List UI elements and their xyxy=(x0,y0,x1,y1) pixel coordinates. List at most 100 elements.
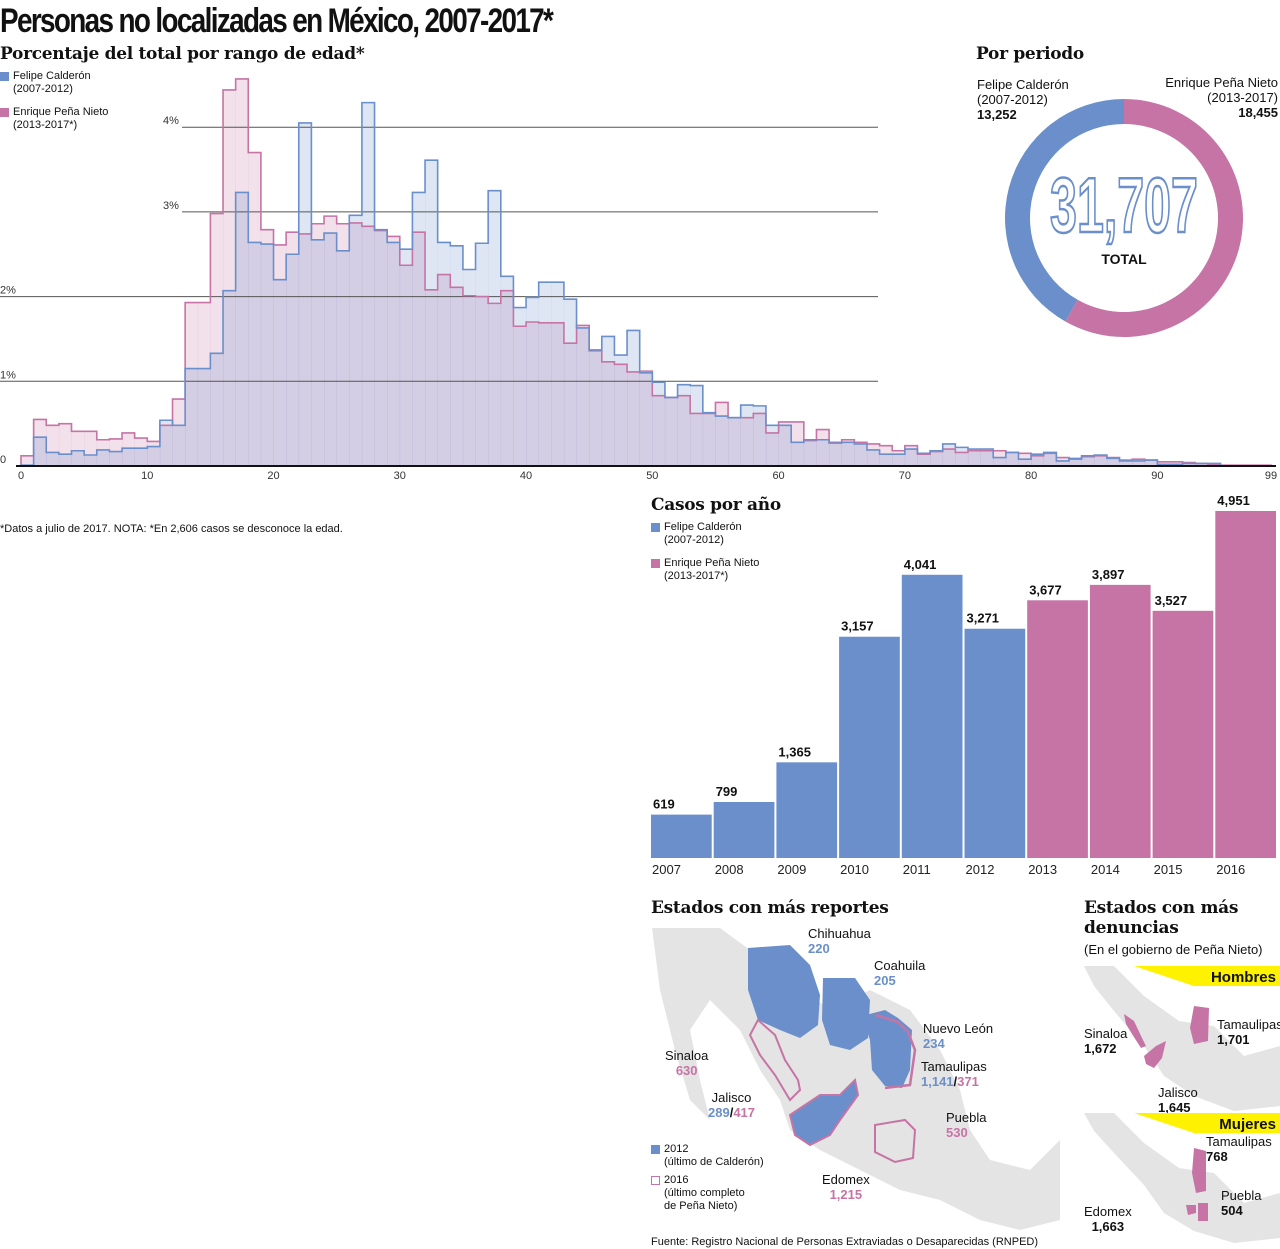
bar-2009 xyxy=(776,762,838,858)
state-value: 1,663 xyxy=(1091,1219,1125,1234)
histogram-bin xyxy=(84,454,98,466)
legend-year: 2016 xyxy=(664,1174,689,1186)
legend-desc: (último completo xyxy=(664,1187,745,1199)
state-nuevo-leon xyxy=(862,1010,912,1088)
histogram-bin xyxy=(1119,460,1133,466)
histogram-bin xyxy=(349,222,363,466)
state-tamaulipas xyxy=(1190,1006,1209,1044)
histogram-bin xyxy=(1182,463,1196,466)
state-edomex xyxy=(1186,1205,1196,1215)
slice-period: (2013-2017) xyxy=(1207,90,1278,105)
donut-slice xyxy=(1065,99,1243,337)
histogram-bin xyxy=(71,431,85,466)
histogram-bin xyxy=(223,89,236,466)
separator: / xyxy=(953,1074,958,1089)
histogram-bin xyxy=(185,302,199,466)
label-nuevo-leon: Nuevo León 234 xyxy=(923,1021,993,1051)
donut-label-calderon: Felipe Calderón (2007-2012) 13,252 xyxy=(977,77,1069,122)
histogram-bin xyxy=(829,443,843,466)
histogram-bin xyxy=(955,447,969,466)
donut-total-value: 31,707 xyxy=(1050,161,1198,249)
state-value: 768 xyxy=(1206,1149,1228,1164)
label-chihuahua: Chihuahua 220 xyxy=(808,926,871,956)
histogram-bin xyxy=(437,242,451,466)
cases-per-year-chart: 619 2007 799 2008 1,365 2009 3,157 2010 4,041 201… xyxy=(651,493,1276,877)
histogram-bin xyxy=(1144,460,1158,466)
bar-value-label: 619 xyxy=(653,797,675,812)
histogram-bin xyxy=(664,397,678,466)
bar-2007 xyxy=(651,814,712,858)
histogram-bin xyxy=(273,279,287,466)
age-histogram: 0 1% 2% 3% 4% 0 10 20 30 40 50 60 70 80 90 99 xyxy=(0,78,1277,482)
histogram-bin xyxy=(765,432,779,466)
state-name: Jalisco xyxy=(711,1090,752,1105)
histogram-bin xyxy=(980,450,994,466)
histogram-bin xyxy=(1056,457,1070,466)
x-tick-label: 2016 xyxy=(1216,862,1245,877)
histogram-bin xyxy=(1043,453,1057,466)
histogram-bin xyxy=(197,302,211,466)
legend-swatch-calderon xyxy=(0,72,9,81)
x-tick-label: 2007 xyxy=(652,862,681,877)
histogram-bin xyxy=(425,160,438,466)
state-name: Puebla xyxy=(946,1110,987,1125)
y-tick-label: 4% xyxy=(163,115,179,127)
histogram-bin xyxy=(1144,460,1158,466)
histogram-bin xyxy=(1119,460,1133,466)
x-tick-label: 0 xyxy=(18,470,24,482)
label-jalisco: Jalisco 289/417 xyxy=(708,1090,755,1120)
histogram-bin xyxy=(563,299,577,466)
histogram-bin xyxy=(286,232,300,466)
mexico-map-shape xyxy=(1084,966,1280,1111)
bar-2010 xyxy=(839,636,900,858)
histogram-bin xyxy=(967,449,981,466)
histogram-bin xyxy=(324,233,337,466)
histogram-bin xyxy=(879,454,893,466)
state-value: 1,672 xyxy=(1084,1041,1117,1056)
map-legend-2016: 2016 (último completo de Peña Nieto) xyxy=(651,1174,745,1213)
label-sinaloa: Sinaloa 630 xyxy=(665,1048,708,1078)
state-edomex-puebla xyxy=(874,1118,917,1164)
hombres-banner xyxy=(1134,966,1280,986)
legend-period: (2007-2012) xyxy=(13,83,73,95)
histogram-bin xyxy=(387,242,401,466)
histogram-bin xyxy=(538,322,552,466)
histogram-bin xyxy=(526,322,539,466)
histogram-bin xyxy=(942,443,956,466)
bar-2015 xyxy=(1152,610,1214,858)
histogram-bin xyxy=(854,442,868,466)
histogram-bin xyxy=(740,417,754,466)
value-2012: 1,141 xyxy=(921,1074,954,1089)
histogram-bin xyxy=(803,439,817,466)
histogram-bin xyxy=(892,454,906,466)
state-name: Chihuahua xyxy=(808,926,871,941)
bar-value-label: 4,951 xyxy=(1217,493,1250,508)
histogram-bin xyxy=(1106,458,1120,466)
histogram-bin xyxy=(336,223,350,466)
histogram-bin xyxy=(753,405,767,466)
histogram-bin xyxy=(1106,457,1120,466)
histogram-bin xyxy=(993,457,1007,466)
histogram-bin xyxy=(71,450,85,466)
map-mujeres xyxy=(1084,1113,1280,1243)
histogram-bin xyxy=(1195,463,1209,466)
value-2016: 630 xyxy=(675,1063,698,1078)
histogram-bin xyxy=(866,449,880,466)
x-tick-label: 2011 xyxy=(903,862,931,877)
histogram-bin xyxy=(500,276,514,466)
histogram-bin xyxy=(1005,452,1019,466)
histogram-bin xyxy=(122,448,135,466)
legend-label: Felipe Calderón xyxy=(664,521,742,533)
histogram-bin xyxy=(488,303,502,466)
bar-value-label: 3,157 xyxy=(841,619,874,634)
legend-swatch-outline xyxy=(651,1176,660,1185)
histogram-bin xyxy=(159,425,173,466)
bar-value-label: 4,041 xyxy=(904,557,937,572)
separator: / xyxy=(729,1105,734,1120)
histogram-bin xyxy=(677,395,691,466)
histogram-bin xyxy=(551,282,565,466)
histogram-bin xyxy=(412,232,426,466)
histogram-series-line xyxy=(20,101,1271,467)
legend-period: (2013-2017*) xyxy=(13,119,78,131)
state-name: Tamaulipas xyxy=(1206,1134,1272,1149)
